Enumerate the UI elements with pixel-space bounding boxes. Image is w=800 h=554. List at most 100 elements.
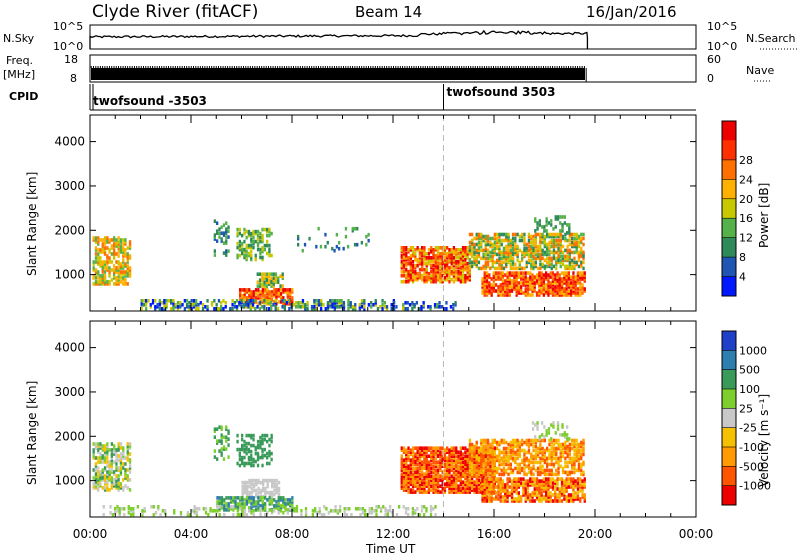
data-cell [436, 468, 440, 472]
data-cell [443, 275, 447, 280]
data-cell [500, 438, 503, 443]
data-cell [506, 285, 509, 289]
data-cell [568, 456, 571, 461]
data-cell [556, 291, 559, 295]
data-cell [381, 299, 384, 303]
data-cell [545, 287, 548, 291]
data-cell [279, 284, 282, 288]
data-cell [530, 266, 533, 271]
data-cell [271, 494, 274, 499]
data-cell [395, 305, 398, 309]
data-cell [231, 303, 234, 307]
data-cell [475, 262, 478, 267]
data-cell [581, 285, 584, 289]
data-cell [466, 460, 469, 464]
data-cell [455, 448, 458, 452]
data-cell [443, 452, 447, 456]
data-cell [423, 446, 426, 450]
data-cell [392, 299, 395, 303]
data-cell [457, 460, 460, 464]
data-cell [566, 254, 569, 259]
data-cell [354, 305, 357, 309]
data-cell [452, 486, 456, 490]
data-cell [157, 505, 160, 509]
data-cell [502, 454, 506, 459]
data-cell [242, 303, 246, 307]
data-cell [573, 458, 576, 463]
data-cell [573, 444, 576, 449]
data-cell [103, 280, 107, 284]
data-cell [222, 233, 226, 237]
data-cell [533, 483, 536, 487]
data-cell [580, 250, 583, 255]
data-cell [573, 256, 576, 261]
data-cell [414, 470, 417, 474]
data-cell [425, 474, 428, 478]
data-cell [568, 248, 571, 253]
data-cell [225, 508, 228, 512]
data-cell [552, 248, 556, 253]
data-cell [97, 450, 100, 454]
data-cell [430, 279, 433, 284]
data-cell [535, 487, 539, 491]
data-cell [256, 237, 260, 242]
data-cell [473, 256, 476, 261]
data-cell [509, 264, 512, 269]
data-cell [583, 279, 586, 283]
data-cell [216, 500, 219, 504]
data-cell [524, 499, 527, 503]
data-cell [436, 488, 440, 492]
data-cell [266, 461, 269, 466]
data-cell [498, 232, 501, 237]
data-cell [103, 446, 107, 450]
data-cell [141, 513, 144, 517]
data-cell [468, 248, 472, 253]
data-cell [471, 488, 474, 492]
data-cell [466, 246, 469, 250]
data-cell [501, 479, 505, 483]
data-cell [566, 264, 569, 269]
data-cell [270, 276, 273, 280]
data-cell [491, 254, 494, 259]
data-cell [520, 497, 523, 501]
data-cell [92, 482, 95, 486]
data-cell [450, 254, 453, 258]
data-cell [156, 303, 159, 307]
data-cell [106, 486, 109, 490]
data-cell [119, 486, 123, 490]
data-cell [206, 305, 209, 309]
data-cell [526, 493, 530, 497]
data-cell [154, 307, 157, 311]
data-cell [246, 484, 249, 489]
data-cell [516, 250, 519, 255]
data-cell [556, 283, 559, 287]
data-cell [427, 484, 431, 488]
data-cell [326, 303, 330, 307]
data-cell [513, 487, 516, 491]
data-cell [466, 478, 469, 482]
data-cell [441, 482, 444, 486]
data-cell [555, 456, 558, 461]
data-cell [545, 277, 548, 281]
data-cell [526, 271, 530, 275]
data-cell [250, 245, 253, 250]
data-cell [498, 244, 501, 249]
data-cell [273, 504, 276, 508]
data-cell [103, 262, 107, 266]
data-cell [99, 280, 102, 284]
data-cell [113, 256, 116, 260]
data-cell [423, 250, 426, 254]
data-cell [546, 234, 549, 239]
data-cell [432, 269, 435, 274]
data-cell [492, 479, 495, 483]
data-cell [518, 442, 521, 447]
data-cell [558, 273, 561, 277]
data-cell [250, 435, 253, 440]
data-cell [439, 462, 442, 466]
data-cell [510, 481, 514, 485]
data-cell [546, 264, 549, 269]
data-cell [115, 244, 118, 248]
data-cell [583, 493, 586, 497]
data-cell [421, 480, 424, 484]
data-cell [557, 254, 560, 259]
